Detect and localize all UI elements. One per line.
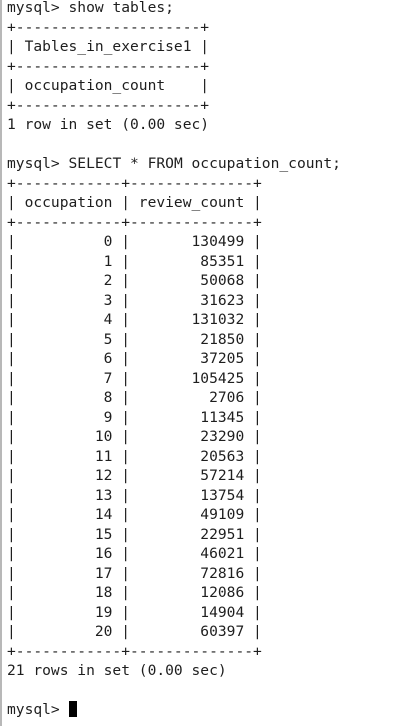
table-row: | 10 | 23290 | (7, 428, 262, 445)
result-summary: 21 rows in set (0.00 sec) (7, 662, 227, 679)
table-row: | 19 | 14904 | (7, 603, 262, 621)
table-row: | 4 | 131032 | (7, 311, 262, 328)
table-row: | 1 | 85351 | (7, 252, 262, 270)
prompt: mysql> (7, 155, 69, 172)
table-header: | occupation | review_count | (7, 194, 262, 211)
table-row: | 13 | 13754 | (7, 486, 262, 504)
table-row: | 17 | 72816 | (7, 564, 262, 582)
table-row: | 2 | 50068 | (7, 272, 262, 289)
text-cursor[interactable] (68, 701, 77, 717)
result-summary: 1 row in set (0.00 sec) (7, 116, 210, 133)
table-row: | 0 | 130499 | (7, 233, 262, 250)
table-row: | 20 | 60397 | (7, 623, 262, 640)
table-row: | 7 | 105425 | (7, 369, 262, 387)
table-border: +---------------------+ (7, 57, 210, 75)
table-border: +------------+--------------+ (7, 213, 262, 231)
table-row: | 8 | 2706 | (7, 389, 262, 406)
command-text: SELECT * FROM occupation_count; (68, 155, 341, 172)
table-header: | Tables_in_exercise1 | (7, 38, 210, 55)
table-row: | 16 | 46021 | (7, 545, 262, 562)
table-border: +---------------------+ (7, 18, 210, 36)
table-row: | 9 | 11345 | (7, 408, 262, 426)
table-row: | 11 | 20563 | (7, 447, 262, 465)
prompt: mysql> (7, 0, 69, 16)
table-row: | 18 | 12086 | (7, 584, 262, 601)
command-text: show tables; (68, 0, 174, 16)
table-row: | 14 | 49109 | (7, 506, 262, 523)
table-row: | 15 | 22951 | (7, 525, 262, 543)
table-row: | 3 | 31623 | (7, 291, 262, 309)
table-border: +---------------------+ (7, 96, 210, 114)
table-row: | 5 | 21850 | (7, 330, 262, 348)
table-row: | 6 | 37205 | (7, 350, 262, 367)
terminal-output: mysql> show tables; +-------------------… (7, 0, 341, 720)
table-border: +------------+--------------+ (7, 642, 262, 660)
prompt: mysql> (7, 701, 69, 718)
table-border: +------------+--------------+ (7, 174, 262, 192)
table-row: | 12 | 57214 | (7, 467, 262, 484)
table-row: | occupation_count | (7, 77, 210, 94)
